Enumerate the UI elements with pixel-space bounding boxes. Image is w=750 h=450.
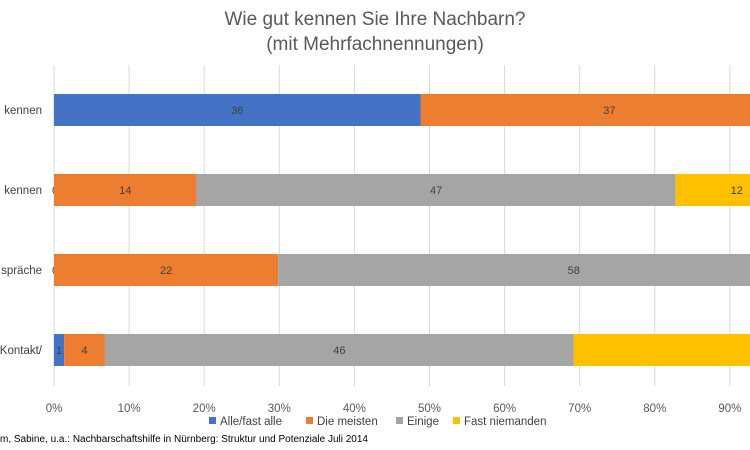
legend-label: Alle/fast alle [220,416,282,428]
bar-segment [573,334,750,366]
category-labels: kennen kennen spräche Kontakt/ [0,105,43,357]
bar-segment [278,254,750,286]
data-label: 22 [160,265,172,277]
x-tick-label: 50% [418,403,441,415]
category-label: kennen [4,105,42,117]
x-tick-label: 20% [193,403,216,415]
legend-swatch [453,417,460,424]
x-tick-label: 30% [268,403,291,415]
x-tick-label: 40% [343,403,366,415]
chart-title: Wie gut kennen Sie Ihre Nachbarn? [224,9,525,30]
category-label: spräche [1,265,42,277]
x-tick-label: 10% [118,403,141,415]
bars: 363725014471202258144648 [52,94,750,366]
data-label: 36 [231,105,243,117]
legend: Alle/fast alle Die meisten Einige Fast niem… [209,416,546,428]
data-label: 14 [119,185,131,197]
x-tick-label: 60% [493,403,516,415]
x-tick-label: 70% [568,403,591,415]
bar-segment [54,94,421,126]
data-label: 12 [731,185,743,197]
legend-swatch [209,417,216,424]
legend-label: Einige [407,416,439,428]
bar-segment [64,334,105,366]
legend-label: Die meisten [317,416,378,428]
legend-swatch [306,417,313,424]
data-label: 47 [430,185,442,197]
bar-segment [54,174,197,206]
category-label: Kontakt/ [0,345,43,357]
bar-segment [54,334,65,366]
data-label: 46 [333,345,345,357]
legend-label: Fast niemanden [464,416,546,428]
bar-segment [196,174,676,206]
x-tick-label: 90% [718,403,741,415]
x-tick-label: 0% [46,403,63,415]
category-label: kennen [4,185,42,197]
bar-segment [104,334,574,366]
data-label: 1 [56,345,62,357]
x-tick-label: 80% [643,403,666,415]
bar-segment [420,94,750,126]
legend-swatch [396,417,403,424]
bar-segment [675,174,750,206]
data-label: 58 [568,265,580,277]
data-label: 4 [82,345,88,357]
source-note: m, Sabine, u.a.: Nachbarschaftshilfe in … [0,434,368,445]
x-axis-ticks: 0% 10% 20% 30% 40% 50% 60% 70% 80% 90% [46,403,742,415]
chart-subtitle: (mit Mehrfachnennungen) [266,34,484,55]
data-label: 37 [603,105,615,117]
bar-segment [54,254,279,286]
